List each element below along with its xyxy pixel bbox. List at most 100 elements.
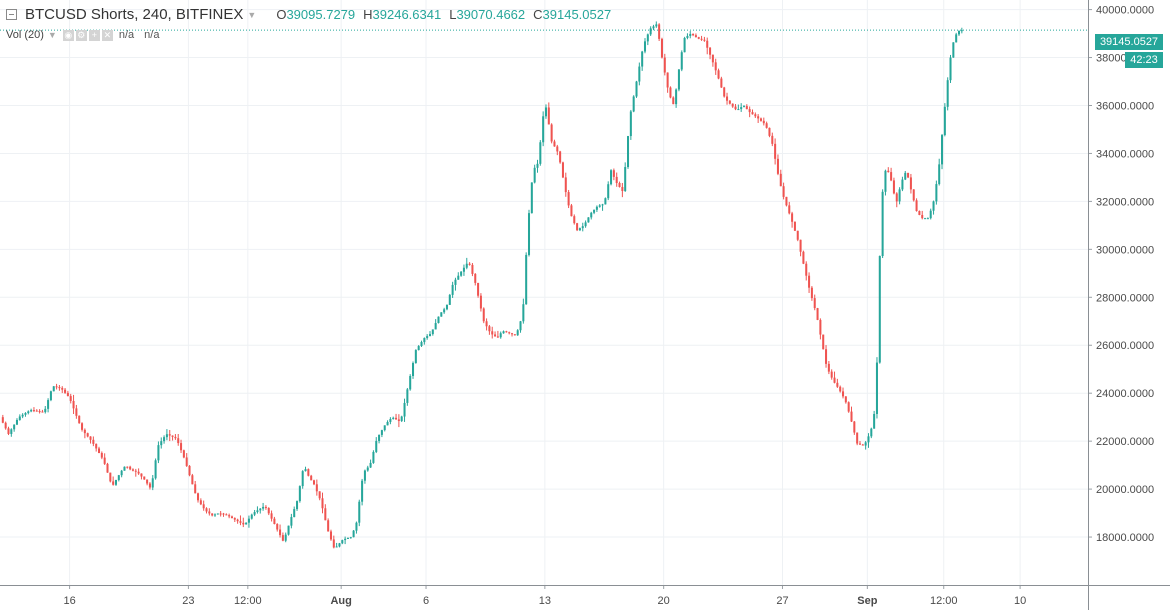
candle (414, 349, 417, 364)
candle (75, 404, 78, 419)
volume-study-label[interactable]: Vol (20) (6, 29, 44, 41)
candle-body (604, 198, 607, 205)
candle (952, 42, 955, 58)
volume-value-1: n/a (118, 29, 135, 41)
candle-body (875, 362, 878, 414)
candle-body (307, 469, 310, 476)
candle (482, 307, 485, 324)
candle (799, 239, 802, 257)
candle-body (567, 192, 570, 206)
candle (870, 427, 873, 439)
candle (259, 508, 262, 514)
candle (581, 222, 584, 232)
candle-body (369, 462, 372, 468)
candle-body (15, 419, 18, 425)
candle (222, 512, 225, 517)
candle (612, 168, 615, 181)
candle (213, 513, 217, 517)
candle-body (513, 334, 516, 336)
candle (174, 434, 177, 440)
candle-body (267, 508, 270, 514)
symbol-title[interactable]: BTCUSD Shorts, 240, BITFINEX (25, 6, 244, 23)
chevron-down-icon[interactable]: ▼ (47, 30, 57, 40)
candle-body (907, 172, 910, 178)
candle (197, 492, 200, 503)
candle-body (457, 275, 460, 280)
candle-body (64, 389, 67, 393)
candle (847, 401, 850, 413)
candle-body (194, 484, 197, 494)
gear-icon[interactable]: ⚙ (75, 29, 87, 41)
candle (559, 150, 562, 164)
candle (881, 189, 884, 259)
candle (861, 443, 864, 446)
candle-body (957, 30, 961, 35)
candle (485, 318, 488, 331)
candle (782, 182, 785, 200)
candle (92, 436, 95, 447)
candle-body (448, 294, 451, 305)
candle (72, 394, 75, 415)
candle-body (706, 40, 709, 48)
visibility-icon[interactable]: ◉ (62, 29, 74, 41)
candle (839, 385, 842, 393)
candle-body (692, 33, 695, 36)
candle (247, 515, 250, 528)
collapse-legend-button[interactable] (6, 9, 17, 20)
candle-body (114, 479, 118, 485)
x-tick-label: 6 (423, 595, 429, 607)
candle (219, 511, 222, 517)
more-icon[interactable]: + (88, 29, 100, 41)
candle (924, 217, 927, 220)
candle (836, 378, 839, 388)
candle-body (49, 391, 52, 401)
candle-body (669, 87, 672, 98)
candle-body (519, 321, 522, 331)
chevron-down-icon[interactable]: ▼ (247, 9, 257, 20)
candle-body (358, 501, 361, 523)
candle (921, 210, 924, 220)
candle (454, 277, 457, 291)
candle (895, 192, 898, 208)
close-icon[interactable]: ✕ (101, 29, 113, 41)
candle (10, 428, 13, 437)
candle-body (929, 210, 932, 219)
candle (431, 329, 434, 336)
candle-body (502, 331, 505, 334)
candle (191, 473, 194, 485)
candle-body (539, 142, 542, 164)
candle (878, 255, 881, 364)
candle (1, 414, 4, 424)
x-tick-label: 20 (658, 595, 670, 607)
candle-body (921, 214, 924, 219)
candle-body (768, 127, 771, 136)
candle (327, 518, 330, 532)
candle-body (680, 52, 683, 70)
candle (825, 345, 828, 368)
candle (177, 433, 180, 446)
candle (564, 172, 567, 197)
candle (887, 167, 890, 173)
candle-body (188, 465, 191, 476)
candle (884, 169, 887, 196)
candle (830, 369, 833, 380)
candle-body (601, 204, 604, 206)
candle-body (856, 432, 859, 444)
candle (296, 500, 299, 511)
candle (737, 104, 740, 111)
candle (242, 517, 245, 528)
candle-body (672, 97, 675, 105)
candle (66, 390, 69, 397)
candle-body (873, 413, 876, 429)
candle-body (78, 415, 81, 424)
candle-body (86, 433, 89, 437)
candle-body (912, 189, 915, 201)
candle-body (584, 222, 587, 227)
candle (499, 331, 502, 339)
last-price-label: 39145.0527 (1095, 34, 1163, 50)
candle-body (445, 304, 448, 310)
candle-body (409, 376, 412, 390)
candle (675, 88, 678, 108)
candle-body (723, 87, 726, 97)
